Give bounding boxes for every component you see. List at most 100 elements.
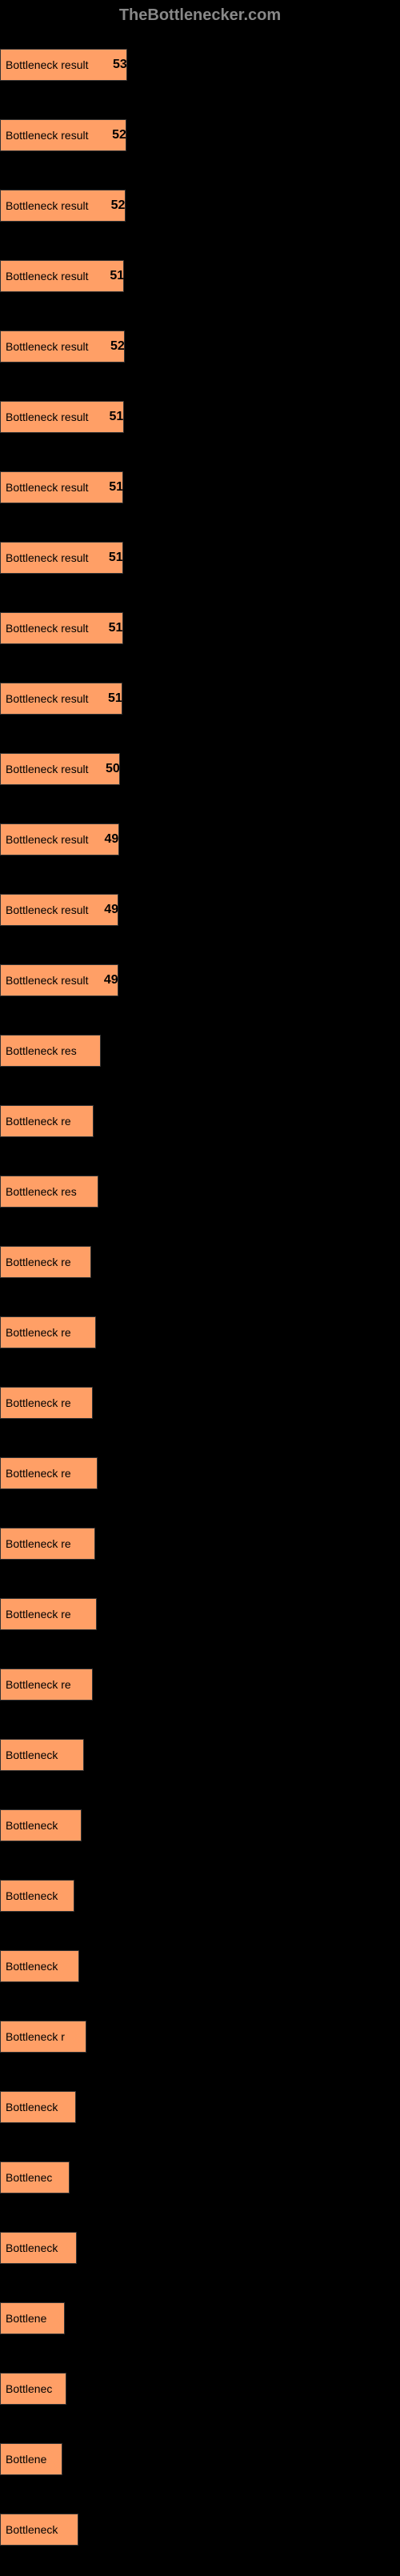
chart-row: Bottleneck result 51.: [0, 598, 400, 649]
bar-label: Bottleneck: [6, 1960, 58, 1973]
bar-label: Bottleneck re: [6, 1256, 71, 1268]
row-top-label: [0, 1161, 400, 1172]
bar-wrap: Bottleneck re: [0, 1246, 400, 1278]
bar-wrap: Bottleneck: [0, 1950, 400, 1982]
row-top-label: [0, 1443, 400, 1454]
row-top-label: [0, 2288, 400, 2299]
bar: Bottleneck result: [0, 823, 119, 855]
row-top-label: [0, 1302, 400, 1313]
bar-wrap: Bottleneck res: [0, 1035, 400, 1067]
bar: Bottleneck result: [0, 753, 120, 785]
value-label: 51.: [110, 410, 127, 424]
bar-wrap: Bottleneck re: [0, 1669, 400, 1701]
chart-row: Bottleneck result 51.: [0, 387, 400, 438]
row-top-label: [0, 2006, 400, 2017]
bar-wrap: Bottleneck result 51.: [0, 612, 400, 644]
row-top-label: [0, 2358, 400, 2370]
chart-row: Bottleneck result53%: [0, 34, 400, 86]
bar-label: Bottleneck res: [6, 1185, 77, 1198]
chart-row: Bottleneck re: [0, 1513, 400, 1564]
bar-wrap: Bottlene: [0, 2302, 400, 2334]
row-top-label: [0, 2077, 400, 2088]
bar-wrap: Bottlenec: [0, 2161, 400, 2193]
bar-wrap: Bottleneck re: [0, 1316, 400, 1348]
bar: Bottleneck result: [0, 542, 123, 574]
row-top-label: [0, 1865, 400, 1877]
bar: Bottleneck res: [0, 1176, 98, 1208]
bar-wrap: Bottleneck result49: [0, 894, 400, 926]
row-top-label: [0, 1795, 400, 1806]
bar: Bottleneck re: [0, 1105, 94, 1137]
bar-wrap: Bottleneck result51%: [0, 683, 400, 715]
bar-wrap: Bottleneck: [0, 1809, 400, 1841]
bar-label: Bottleneck res: [6, 1044, 77, 1057]
chart-row: Bottleneck result51%: [0, 668, 400, 719]
bar: Bottleneck re: [0, 1598, 97, 1630]
row-top-label: [0, 950, 400, 961]
bar-label: Bottleneck re: [6, 1678, 71, 1691]
bar-label: Bottleneck result: [6, 199, 89, 212]
bar: Bottleneck result: [0, 612, 123, 644]
bar-label: Bottleneck result: [6, 551, 89, 564]
chart-row: Bottleneck result49: [0, 879, 400, 931]
bar-label: Bottleneck result: [6, 411, 89, 423]
bar-label: Bottleneck result: [6, 340, 89, 353]
row-top-label: [0, 527, 400, 539]
row-top-label: [0, 1091, 400, 1102]
row-top-label: [0, 246, 400, 257]
chart-row: Bottleneck result50: [0, 739, 400, 790]
value-label: 53%: [113, 58, 138, 72]
bar: Bottlenec: [0, 2161, 70, 2193]
bar-label: Bottleneck: [6, 1749, 58, 1761]
row-top-label: [0, 2147, 400, 2158]
chart-row: Bottleneck re: [0, 1372, 400, 1424]
bar-label: Bottleneck result: [6, 622, 89, 635]
bar-label: Bottlene: [6, 2453, 46, 2466]
bar-wrap: Bottleneck result49: [0, 823, 400, 855]
bar-wrap: Bottleneck re: [0, 1387, 400, 1419]
bar-wrap: Bottleneck result51.: [0, 542, 400, 574]
chart-row: Bottleneck result51.: [0, 527, 400, 579]
site-logo: TheBottlenecker.com: [0, 6, 400, 25]
chart-row: Bottleneck re: [0, 1232, 400, 1283]
bar-wrap: Bottleneck r: [0, 2021, 400, 2053]
bar: Bottleneck: [0, 1880, 74, 1912]
bar: Bottleneck result: [0, 964, 118, 996]
row-top-label: [0, 387, 400, 398]
chart-row: Bottleneck: [0, 1936, 400, 1987]
bar: Bottleneck: [0, 2232, 77, 2264]
bar-label: Bottleneck: [6, 2101, 58, 2113]
bar-label: Bottleneck re: [6, 1467, 71, 1480]
row-top-label: [0, 457, 400, 468]
bar-label: Bottleneck result: [6, 763, 89, 775]
bar: Bottleneck: [0, 1809, 82, 1841]
chart-row: Bottleneck re: [0, 1091, 400, 1142]
row-top-label: [0, 598, 400, 609]
bar: Bottleneck result: [0, 190, 126, 222]
bar-wrap: Bottleneck: [0, 1739, 400, 1771]
row-top-label: [0, 1020, 400, 1032]
bar-wrap: Bottlenec: [0, 2373, 400, 2405]
chart-row: Bottleneck result52.7: [0, 105, 400, 156]
chart-row: Bottleneck result52%: [0, 316, 400, 367]
chart-row: Bottleneck re: [0, 1654, 400, 1705]
bar: Bottleneck: [0, 2514, 78, 2546]
chart-row: Bottlene: [0, 2288, 400, 2339]
value-label: 52.2: [111, 198, 136, 213]
bar-label: Bottleneck result: [6, 974, 89, 987]
chart-row: Bottleneck: [0, 2217, 400, 2269]
bar-wrap: Bottleneck result52%: [0, 331, 400, 363]
value-label: 51.: [109, 621, 126, 635]
bar-label: Bottleneck re: [6, 1608, 71, 1621]
bar: Bottleneck re: [0, 1457, 98, 1489]
bar: Bottlene: [0, 2302, 65, 2334]
row-top-label: [0, 175, 400, 186]
bar-wrap: Bottleneck result51.: [0, 471, 400, 503]
bar: Bottleneck: [0, 1950, 79, 1982]
chart-row: Bottleneck: [0, 2499, 400, 2550]
bar-wrap: Bottleneck result50: [0, 753, 400, 785]
bar-wrap: Bottleneck result53%: [0, 49, 400, 81]
bar-wrap: Bottleneck re: [0, 1528, 400, 1560]
bar: Bottleneck re: [0, 1669, 93, 1701]
bar: Bottleneck result: [0, 260, 124, 292]
